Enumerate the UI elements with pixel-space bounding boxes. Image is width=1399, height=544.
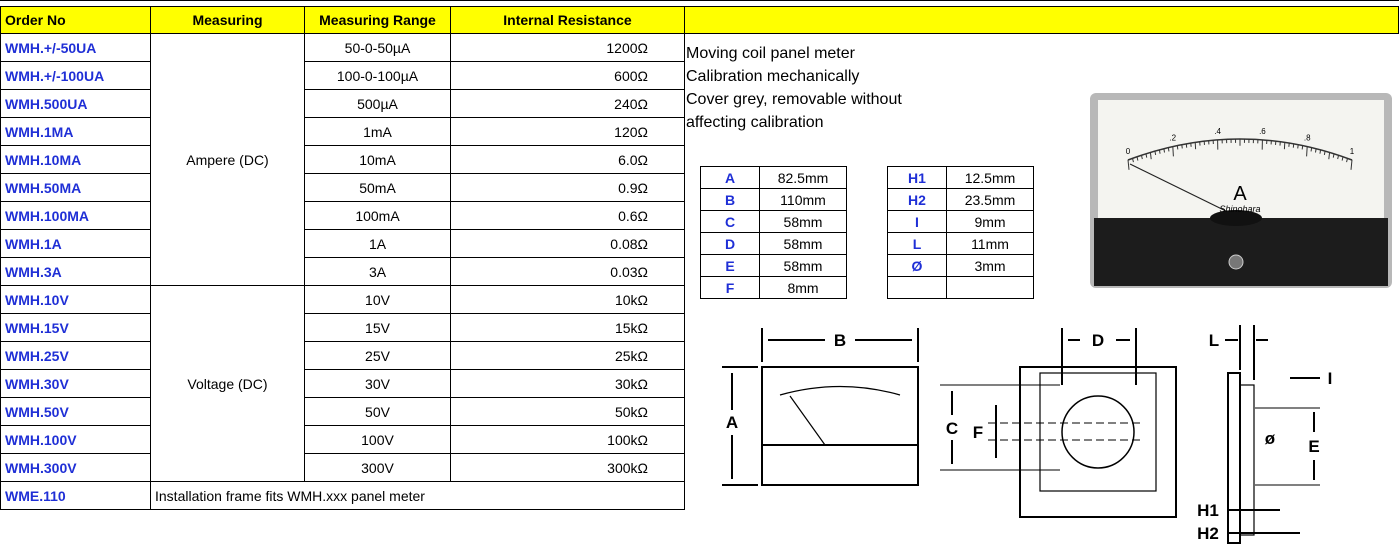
scale-label: .6 bbox=[1259, 127, 1266, 136]
scale-label: .2 bbox=[1169, 134, 1176, 143]
label-b: B bbox=[834, 331, 846, 350]
page: {"table": { "header": ["Order No", "Meas… bbox=[0, 0, 1399, 544]
drawing-labels: B D L A C F I ø E H1 H2 bbox=[726, 331, 1333, 543]
label-h2: H2 bbox=[1197, 524, 1219, 543]
technical-drawing bbox=[722, 325, 1320, 543]
label-f: F bbox=[973, 423, 983, 442]
graphics: B D L A C F I ø E H1 H2 0.2.4.6.81AShino… bbox=[0, 0, 1399, 544]
back-body bbox=[1040, 373, 1156, 491]
meter-base bbox=[1094, 218, 1388, 286]
back-terminal bbox=[1062, 396, 1134, 468]
label-a: A bbox=[726, 413, 738, 432]
label-phi: ø bbox=[1265, 429, 1276, 448]
unit-label: A bbox=[1233, 183, 1247, 205]
scale-label: .4 bbox=[1214, 127, 1221, 136]
scale-label: 1 bbox=[1350, 147, 1355, 156]
brand-label: Shinohara bbox=[1219, 204, 1260, 214]
scale-label: .8 bbox=[1304, 134, 1311, 143]
back-view bbox=[1020, 367, 1176, 517]
front-scale bbox=[780, 387, 900, 396]
front-view bbox=[762, 367, 918, 485]
side-body bbox=[1240, 385, 1254, 535]
side-frame bbox=[1228, 373, 1240, 543]
front-needle bbox=[790, 396, 825, 445]
label-e: E bbox=[1308, 437, 1319, 456]
label-c: C bbox=[946, 419, 958, 438]
scale-label: 0 bbox=[1126, 147, 1131, 156]
label-l: L bbox=[1209, 331, 1219, 350]
label-d: D bbox=[1092, 331, 1104, 350]
zero-adjust bbox=[1229, 255, 1243, 269]
label-i: I bbox=[1328, 369, 1333, 388]
label-h1: H1 bbox=[1197, 501, 1219, 520]
